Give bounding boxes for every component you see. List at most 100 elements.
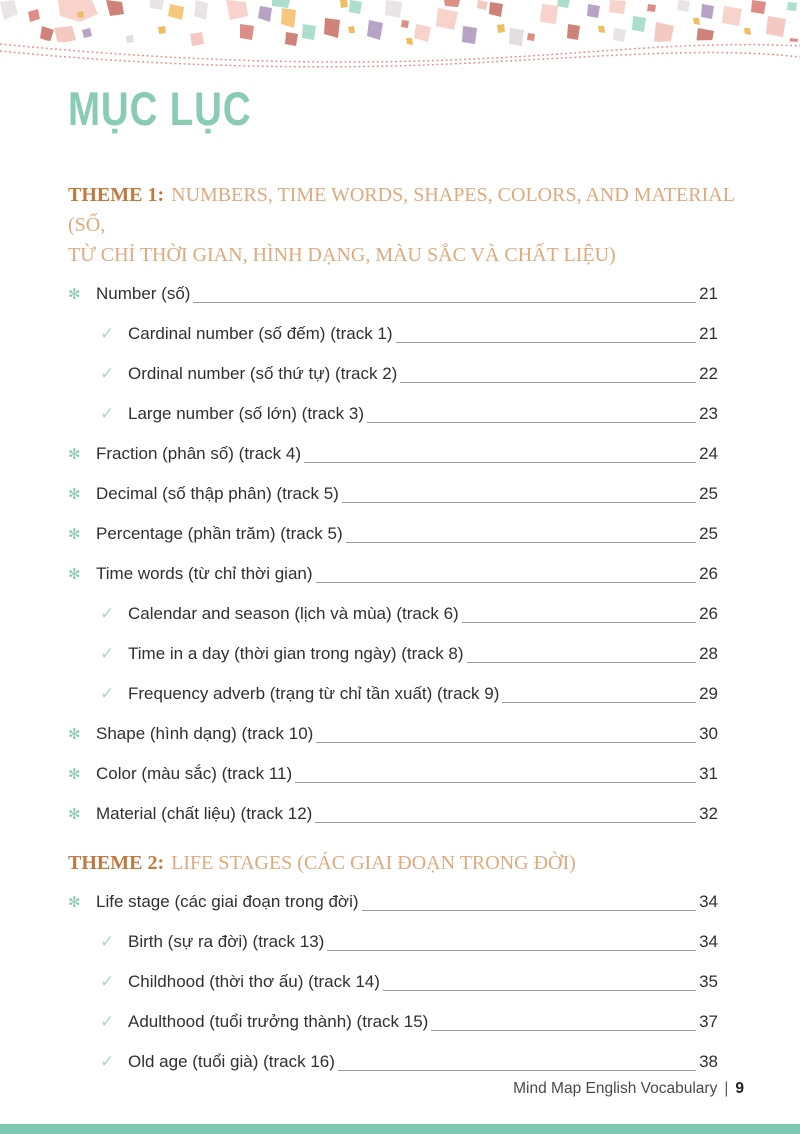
toc-entry: ✻ Shape (hình dạng) (track 10) 30 bbox=[68, 714, 744, 754]
toc-entry: ✻ Percentage (phần trăm) (track 5) 25 bbox=[68, 514, 744, 554]
entry-label: Frequency adverb (trạng từ chỉ tần xuất)… bbox=[128, 684, 500, 703]
check-bullet-icon: ✓ bbox=[100, 1052, 115, 1072]
footer-page-number: 9 bbox=[735, 1080, 744, 1097]
leader-line bbox=[327, 950, 697, 951]
entry-label: Color (màu sắc) (track 11) bbox=[96, 764, 293, 783]
entry-label: Number (số) bbox=[96, 284, 191, 303]
toc-entry: ✓ Frequency adverb (trạng từ chỉ tần xuấ… bbox=[68, 674, 744, 714]
toc-entry: ✓ Adulthood (tuổi trưởng thành) (track 1… bbox=[68, 1002, 744, 1042]
check-bullet-icon: ✓ bbox=[100, 404, 115, 424]
theme-label: THEME 2: bbox=[68, 852, 165, 874]
theme-heading: THEME 2: LIFE STAGES (CÁC GIAI ĐOẠN TRONG… bbox=[68, 848, 744, 878]
check-bullet-icon: ✓ bbox=[100, 644, 115, 664]
toc-entry: ✓ Large number (số lớn) (track 3) 23 bbox=[68, 394, 744, 434]
entry-page-number: 25 bbox=[699, 484, 718, 503]
entry-page-number: 32 bbox=[699, 804, 718, 823]
toc-entry: ✓ Time in a day (thời gian trong ngày) (… bbox=[68, 634, 744, 674]
toc-entry: ✓ Childhood (thời thơ ấu) (track 14) 35 bbox=[68, 962, 744, 1002]
entry-label: Adulthood (tuổi trưởng thành) (track 15) bbox=[128, 1012, 429, 1031]
entry-page-number: 26 bbox=[699, 604, 718, 623]
entry-list: ✻ Life stage (các giai đoạn trong đời) 3… bbox=[68, 882, 744, 1082]
entry-label: Calendar and season (lịch và mùa) (track… bbox=[128, 604, 459, 623]
bottom-accent-bar bbox=[0, 1124, 800, 1134]
entry-page-number: 35 bbox=[699, 972, 718, 991]
toc: THEME 1: NUMBERS, TIME WORDS, SHAPES, COL… bbox=[0, 180, 800, 1082]
leader-line bbox=[193, 302, 697, 303]
check-bullet-icon: ✓ bbox=[100, 604, 115, 624]
leader-line bbox=[502, 702, 697, 703]
entry-page-number: 23 bbox=[699, 404, 718, 423]
entry-list: ✻ Number (số) 21 ✓ Cardinal number (số đ… bbox=[68, 274, 744, 834]
toc-entry: ✻ Number (số) 21 bbox=[68, 274, 744, 314]
toc-entry: ✻ Decimal (số thập phân) (track 5) 25 bbox=[68, 474, 744, 514]
theme-title: LIFE STAGES (CÁC GIAI ĐOẠN TRONG ĐỜI) bbox=[171, 852, 576, 874]
footer-book-title: Mind Map English Vocabulary bbox=[513, 1080, 718, 1097]
entry-page-number: 31 bbox=[699, 764, 718, 783]
check-bullet-icon: ✓ bbox=[100, 324, 115, 344]
entry-page-number: 38 bbox=[699, 1052, 718, 1071]
star-bullet-icon: ✻ bbox=[68, 445, 81, 463]
entry-page-number: 34 bbox=[699, 932, 718, 951]
toc-entry: ✓ Ordinal number (số thứ tự) (track 2) 2… bbox=[68, 354, 744, 394]
entry-page-number: 22 bbox=[699, 364, 718, 383]
entry-label: Time words (từ chỉ thời gian) bbox=[96, 564, 313, 583]
dotted-wave-lines bbox=[0, 43, 800, 68]
leader-line bbox=[341, 502, 697, 503]
page-footer: Mind Map English Vocabulary | 9 bbox=[513, 1080, 744, 1098]
entry-page-number: 28 bbox=[699, 644, 718, 663]
entry-label: Birth (sự ra đời) (track 13) bbox=[128, 932, 325, 951]
toc-entry: ✻ Material (chất liệu) (track 12) 32 bbox=[68, 794, 744, 834]
star-bullet-icon: ✻ bbox=[68, 893, 81, 911]
page-title: MỤC LỤC bbox=[68, 82, 252, 135]
terrazzo-pattern bbox=[0, 0, 800, 75]
entry-label: Material (chất liệu) (track 12) bbox=[96, 804, 313, 823]
leader-line bbox=[315, 822, 697, 823]
star-bullet-icon: ✻ bbox=[68, 565, 81, 583]
theme-label: THEME 1: bbox=[68, 184, 165, 206]
footer-separator: | bbox=[724, 1080, 729, 1097]
entry-page-number: 25 bbox=[699, 524, 718, 543]
entry-page-number: 29 bbox=[699, 684, 718, 703]
leader-line bbox=[304, 462, 697, 463]
entry-label: Time in a day (thời gian trong ngày) (tr… bbox=[128, 644, 464, 663]
entry-label: Fraction (phân số) (track 4) bbox=[96, 444, 302, 463]
leader-line bbox=[337, 1070, 697, 1071]
entry-label: Percentage (phần trăm) (track 5) bbox=[96, 524, 343, 543]
leader-line bbox=[400, 382, 697, 383]
entry-label: Life stage (các giai đoạn trong đời) bbox=[96, 892, 359, 911]
star-bullet-icon: ✻ bbox=[68, 765, 81, 783]
entry-page-number: 34 bbox=[699, 892, 718, 911]
check-bullet-icon: ✓ bbox=[100, 1012, 115, 1032]
leader-line bbox=[395, 342, 697, 343]
check-bullet-icon: ✓ bbox=[100, 932, 115, 952]
entry-page-number: 26 bbox=[699, 564, 718, 583]
toc-entry: ✓ Calendar and season (lịch và mùa) (tra… bbox=[68, 594, 744, 634]
leader-line bbox=[466, 662, 697, 663]
entry-page-number: 21 bbox=[699, 284, 718, 303]
leader-line bbox=[345, 542, 697, 543]
toc-entry: ✻ Color (màu sắc) (track 11) 31 bbox=[68, 754, 744, 794]
toc-entry: ✓ Cardinal number (số đếm) (track 1) 21 bbox=[68, 314, 744, 354]
leader-line bbox=[382, 990, 697, 991]
leader-line bbox=[431, 1030, 697, 1031]
entry-label: Shape (hình dạng) (track 10) bbox=[96, 724, 314, 743]
toc-entry: ✓ Birth (sự ra đời) (track 13) 34 bbox=[68, 922, 744, 962]
entry-label: Ordinal number (số thứ tự) (track 2) bbox=[128, 364, 398, 383]
theme-title: NUMBERS, TIME WORDS, SHAPES, COLORS, AND… bbox=[68, 184, 735, 266]
entry-label: Large number (số lớn) (track 3) bbox=[128, 404, 365, 423]
entry-label: Old age (tuổi già) (track 16) bbox=[128, 1052, 335, 1071]
entry-label: Cardinal number (số đếm) (track 1) bbox=[128, 324, 393, 343]
theme-section: THEME 2: LIFE STAGES (CÁC GIAI ĐOẠN TRONG… bbox=[68, 848, 744, 1082]
entry-label: Decimal (số thập phân) (track 5) bbox=[96, 484, 339, 503]
toc-entry: ✻ Life stage (các giai đoạn trong đời) 3… bbox=[68, 882, 744, 922]
entry-label: Childhood (thời thơ ấu) (track 14) bbox=[128, 972, 380, 991]
leader-line bbox=[461, 622, 697, 623]
toc-entry: ✓ Old age (tuổi già) (track 16) 38 bbox=[68, 1042, 744, 1082]
toc-entry: ✻ Time words (từ chỉ thời gian) 26 bbox=[68, 554, 744, 594]
entry-page-number: 30 bbox=[699, 724, 718, 743]
star-bullet-icon: ✻ bbox=[68, 525, 81, 543]
leader-line bbox=[295, 782, 697, 783]
toc-entry: ✻ Fraction (phân số) (track 4) 24 bbox=[68, 434, 744, 474]
leader-line bbox=[315, 582, 697, 583]
